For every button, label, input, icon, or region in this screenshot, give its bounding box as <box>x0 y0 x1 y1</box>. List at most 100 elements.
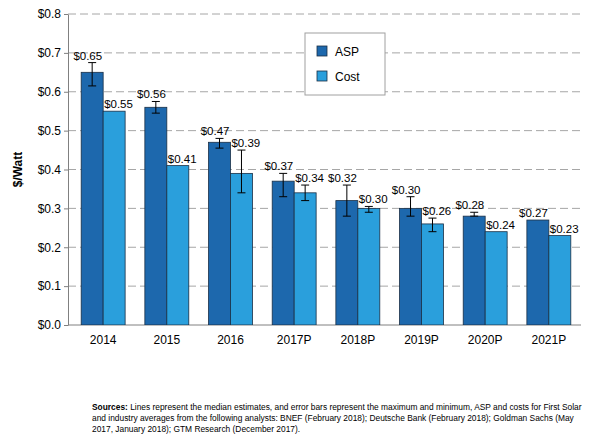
x-tick: 2019P <box>404 325 439 347</box>
error-cap <box>428 218 436 219</box>
error-cap <box>152 101 160 102</box>
bar <box>167 166 189 325</box>
y-tick-label: $0.0 <box>38 318 62 332</box>
data-label: $0.55 <box>104 98 133 110</box>
y-tick: $0.5 <box>38 124 68 138</box>
x-tick-label: 2016 <box>217 333 244 347</box>
bar <box>400 208 422 325</box>
bar <box>463 216 485 325</box>
error-bar <box>470 212 478 216</box>
error-bar <box>407 197 415 216</box>
y-tick-label: $0.4 <box>38 163 62 177</box>
legend-box <box>305 33 385 95</box>
error-stem <box>305 185 306 201</box>
error-bar <box>279 173 287 196</box>
x-tick: 2015 <box>153 325 180 347</box>
error-cap <box>407 196 415 197</box>
y-tick-mark <box>64 53 68 54</box>
error-cap <box>237 150 245 151</box>
legend-swatch <box>317 71 327 81</box>
error-cap <box>343 185 351 186</box>
error-cap <box>216 138 224 139</box>
x-axis: 2014 2015 2016 2017P 2018P 2019P 2020P 2021P <box>68 325 581 347</box>
x-tick-label: 2020P <box>468 333 503 347</box>
data-label: $0.26 <box>422 205 451 217</box>
error-bar <box>343 185 351 216</box>
x-tick-label: 2014 <box>90 333 117 347</box>
bar <box>336 201 358 325</box>
error-cap <box>216 148 224 149</box>
x-tick: 2014 <box>90 325 117 347</box>
data-label: $0.37 <box>264 160 293 172</box>
x-tick: 2020P <box>468 325 503 347</box>
grid-line <box>68 14 581 15</box>
data-label: $0.65 <box>73 50 102 62</box>
data-label: $0.41 <box>168 153 197 165</box>
y-tick-label: $0.7 <box>38 46 62 60</box>
y-tick: $0.1 <box>38 279 68 293</box>
error-cap <box>88 62 96 63</box>
x-tick: 2016 <box>217 325 244 347</box>
y-axis: $0.0$0.1$0.2$0.3$0.4$0.5$0.6$0.7$0.8 <box>38 7 69 332</box>
error-bar <box>216 138 224 148</box>
y-axis-line <box>68 15 69 326</box>
x-tick-label: 2019P <box>404 333 439 347</box>
error-cap <box>301 200 309 201</box>
error-cap <box>237 192 245 193</box>
bars <box>81 63 571 325</box>
error-cap <box>428 231 436 232</box>
data-label: $0.24 <box>486 219 515 231</box>
data-label: $0.27 <box>519 207 548 219</box>
error-stem <box>92 63 93 86</box>
y-tick-label: $0.6 <box>38 85 62 99</box>
bar <box>145 107 167 325</box>
bar <box>294 193 316 325</box>
y-tick-label: $0.1 <box>38 279 62 293</box>
y-tick-label: $0.2 <box>38 241 62 255</box>
x-tick: 2018P <box>340 325 375 347</box>
error-stem <box>241 150 242 193</box>
error-cap <box>365 206 373 207</box>
bar <box>422 224 444 325</box>
data-label: $0.23 <box>550 223 579 235</box>
x-tick: 2017P <box>277 325 312 347</box>
error-cap <box>279 173 287 174</box>
data-label: $0.28 <box>455 199 484 211</box>
y-tick-mark <box>64 325 68 326</box>
error-stem <box>474 212 475 216</box>
y-axis-title: $/Watt <box>11 152 25 188</box>
error-cap <box>470 216 478 217</box>
error-bar <box>428 218 436 232</box>
x-tick: 2021P <box>531 325 566 347</box>
y-tick-label: $0.5 <box>38 124 62 138</box>
bar <box>527 220 549 325</box>
y-tick: $0.0 <box>38 318 68 332</box>
bar <box>358 208 380 325</box>
x-tick-label: 2015 <box>153 333 180 347</box>
data-label: $0.32 <box>328 172 357 184</box>
error-cap <box>470 212 478 213</box>
error-cap <box>343 216 351 217</box>
source-text: Lines represent the median estimates, an… <box>92 402 582 434</box>
y-tick-mark <box>64 286 68 287</box>
data-label: $0.47 <box>201 125 230 137</box>
bar <box>549 236 571 325</box>
y-tick-label: $0.3 <box>38 202 62 216</box>
error-bar <box>152 101 160 113</box>
bar <box>272 181 294 325</box>
error-stem <box>283 173 284 196</box>
y-tick-mark <box>64 247 68 248</box>
legend: ASPCost <box>305 33 385 95</box>
y-tick: $0.3 <box>38 202 68 216</box>
error-cap <box>279 196 287 197</box>
bar <box>485 232 507 325</box>
bar <box>103 111 125 325</box>
data-label: $0.39 <box>231 137 260 149</box>
error-cap <box>407 216 415 217</box>
error-cap <box>152 113 160 114</box>
error-bar <box>237 150 245 193</box>
error-cap <box>88 85 96 86</box>
y-tick-mark <box>64 170 68 171</box>
y-tick: $0.6 <box>38 85 68 99</box>
bar <box>230 173 252 325</box>
